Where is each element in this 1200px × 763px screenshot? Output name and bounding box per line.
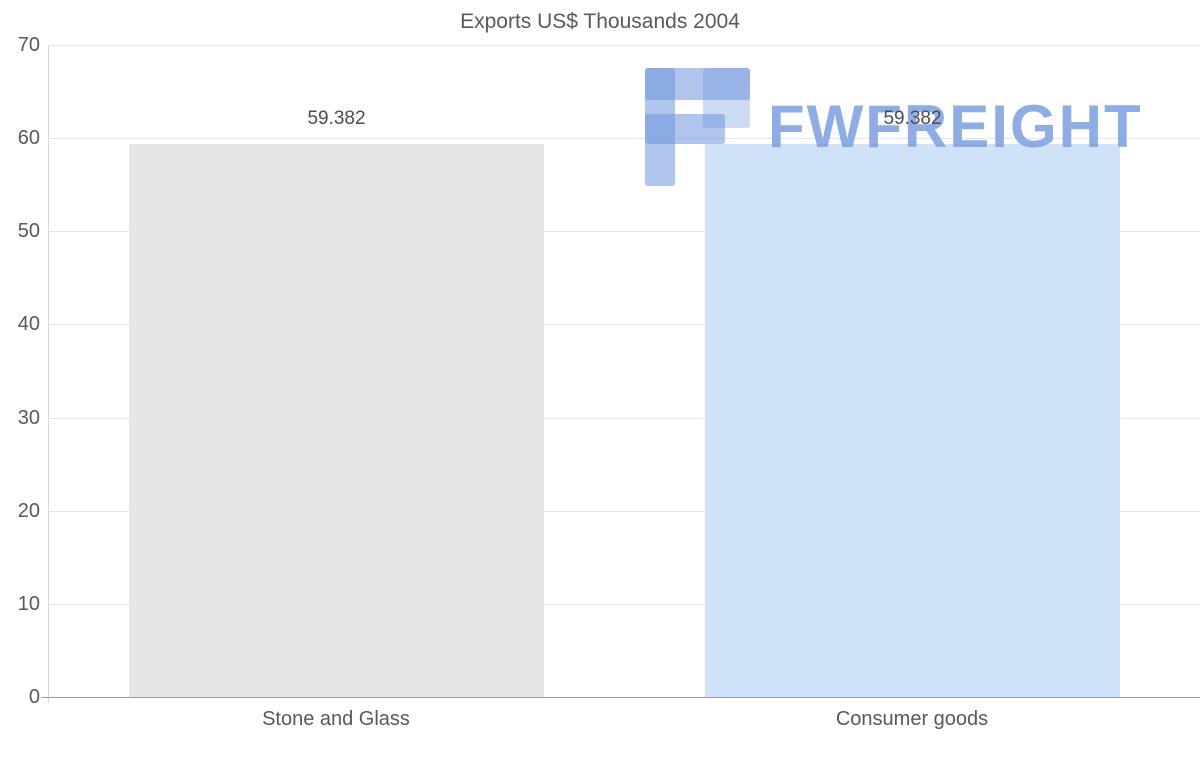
- x-axis-category-label: Stone and Glass: [262, 708, 410, 730]
- y-axis-tick-label: 50: [17, 220, 40, 243]
- gridline: [48, 324, 1200, 326]
- bar-stone-and-glass: [129, 144, 544, 697]
- gridline: [48, 417, 1200, 419]
- chart-title: Exports US$ Thousands 2004: [460, 10, 740, 33]
- y-axis-tick-label: 60: [17, 127, 40, 150]
- plot-area: 59.382 59.382: [48, 45, 1200, 697]
- bar-consumer-goods: [705, 144, 1120, 697]
- y-axis-tick-label: 10: [17, 592, 40, 615]
- gridline: [48, 510, 1200, 512]
- y-axis-tick-label: 30: [17, 406, 40, 429]
- x-axis-category-label: Consumer goods: [835, 708, 989, 730]
- y-axis-tick-label: 70: [17, 34, 40, 56]
- x-axis-line: [48, 697, 1200, 698]
- y-axis-zero-tick: [42, 697, 48, 698]
- y-axis-tick-label: 0: [28, 686, 40, 708]
- bar-value-label: 59.382: [307, 108, 366, 129]
- gridline: [48, 603, 1200, 605]
- y-axis-line: [48, 45, 49, 703]
- gridline: [48, 231, 1200, 233]
- gridline: [48, 138, 1200, 140]
- bar-value-label: 59.382: [883, 108, 942, 129]
- y-axis-tick-label: 20: [17, 499, 40, 522]
- y-axis-tick-label: 40: [17, 313, 40, 336]
- gridline: [48, 45, 1200, 46]
